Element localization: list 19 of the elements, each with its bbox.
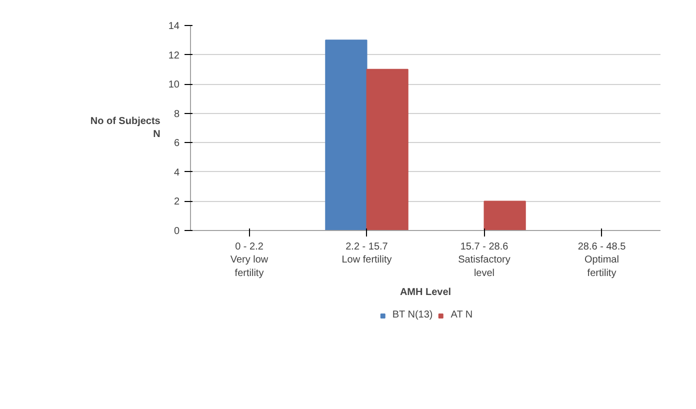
legend-label: BT N(13) (392, 310, 433, 320)
x-tick-label: 2.2 - 15.7 Low fertility (342, 242, 392, 266)
bar (325, 40, 368, 230)
y-tick-label: 2 (174, 196, 180, 208)
y-tick-label: 14 (168, 21, 180, 32)
y-tick-label: 12 (168, 50, 180, 62)
y-axis-title: No of Subjects N (90, 116, 161, 140)
x-axis-title: AMH Level (400, 286, 452, 298)
x-tick-label: 28.6 - 48.5 Optimal fertility (578, 242, 626, 279)
y-tick-label: 8 (174, 108, 180, 120)
bar (484, 200, 526, 230)
bar (366, 68, 408, 230)
legend-label: AT N (450, 310, 473, 320)
y-tick-label: 10 (168, 80, 180, 91)
x-tick-label: 0 - 2.2 Very low fertility (230, 242, 269, 279)
y-tick-label: 4 (174, 167, 180, 178)
x-tick-label: 15.7 - 28.6 Satisfactory level (458, 242, 510, 279)
y-tick-label: 0 (174, 226, 180, 237)
y-tick-label: 6 (174, 138, 180, 150)
